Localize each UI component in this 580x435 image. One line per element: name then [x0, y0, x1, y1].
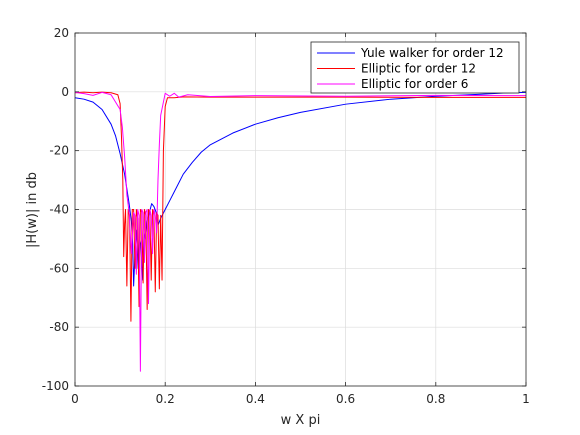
- y-axis-label: |H(w)| in db: [25, 172, 40, 248]
- y-tick-label: 20: [54, 26, 69, 40]
- x-tick-label: 0.8: [426, 392, 445, 406]
- elliptic-order-6-line: [74, 91, 527, 372]
- y-tick-labels: 20 0 -20 -40 -60 -80 -100: [42, 26, 69, 393]
- x-axis-label: w X pi: [281, 413, 321, 428]
- x-tick-label: 0.4: [246, 392, 265, 406]
- legend-entry-elliptic-6: Elliptic for order 6: [361, 77, 468, 91]
- x-tick-label: 1: [522, 392, 530, 406]
- y-tick-label: -80: [49, 320, 69, 334]
- legend-entry-elliptic-12: Elliptic for order 12: [361, 62, 476, 76]
- y-tick-label: -100: [42, 379, 69, 393]
- legend-items: Yule walker for order 12 Elliptic for ord…: [317, 46, 504, 91]
- x-tick-label: 0.2: [156, 392, 175, 406]
- series-lines: [74, 91, 527, 372]
- x-tick-labels: 0 0.2 0.4 0.6 0.8 1: [71, 392, 530, 406]
- y-tick-label: 0: [61, 85, 69, 99]
- y-tick-label: -40: [49, 203, 69, 217]
- y-tick-label: -60: [49, 261, 69, 275]
- ticks: [74, 32, 527, 387]
- y-tick-label: -20: [49, 144, 69, 158]
- legend-entry-yule-walker-12: Yule walker for order 12: [360, 46, 504, 60]
- x-tick-label: 0: [71, 392, 79, 406]
- x-tick-label: 0.6: [336, 392, 355, 406]
- grid: [75, 33, 526, 386]
- legend: Yule walker for order 12 Elliptic for ord…: [310, 41, 520, 94]
